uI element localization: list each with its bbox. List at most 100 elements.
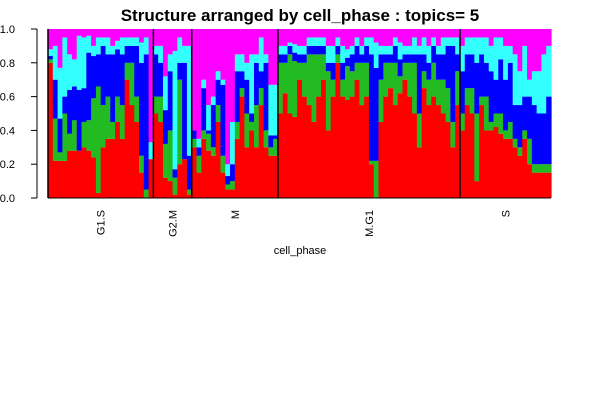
bar-segment-topic-2 bbox=[124, 62, 131, 80]
bar-segment-topic-5 bbox=[416, 29, 423, 46]
bar-segment-topic-5 bbox=[86, 29, 92, 36]
bar-segment-topic-1 bbox=[354, 79, 360, 198]
bar-segment-topic-4 bbox=[426, 45, 432, 63]
bar-segment-topic-1 bbox=[287, 113, 293, 198]
bar-segment-topic-3 bbox=[220, 84, 226, 156]
bar-segment-topic-2 bbox=[431, 62, 437, 97]
bar-segment-topic-3 bbox=[110, 54, 116, 122]
bar-segment-topic-1 bbox=[493, 127, 499, 198]
bar-segment-topic-5 bbox=[450, 29, 456, 38]
bar-segment-topic-1 bbox=[397, 93, 404, 198]
y-axis: 0.0 0.2 0.4 0.6 0.8 1.0 bbox=[0, 24, 38, 205]
bar-segment-topic-5 bbox=[48, 29, 54, 50]
bar-segment-topic-2 bbox=[91, 98, 97, 158]
bar-segment-topic-1 bbox=[253, 147, 260, 198]
bar-segment-topic-2 bbox=[368, 160, 375, 165]
bar-segment-topic-2 bbox=[292, 61, 298, 117]
bar-segment-topic-2 bbox=[134, 96, 140, 122]
bar-segment-topic-1 bbox=[507, 138, 514, 198]
bar-segment-topic-3 bbox=[139, 62, 145, 156]
bar-segment-topic-1 bbox=[527, 164, 533, 198]
bar-segment-topic-5 bbox=[249, 29, 255, 55]
bar-segment-topic-1 bbox=[48, 62, 54, 198]
bar-segment-topic-4 bbox=[325, 45, 332, 63]
bar-segment-topic-2 bbox=[335, 54, 341, 63]
bar-segment-topic-2 bbox=[110, 121, 116, 139]
bar-segment-topic-5 bbox=[277, 29, 284, 46]
bar-segment-topic-5 bbox=[512, 29, 519, 55]
bar-segment-topic-5 bbox=[335, 29, 341, 38]
bar-segment-topic-5 bbox=[287, 29, 293, 43]
bar-segment-topic-3 bbox=[392, 45, 399, 63]
bar-segment-topic-3 bbox=[201, 88, 207, 131]
bar-segment-topic-5 bbox=[383, 29, 389, 46]
bar-segment-topic-5 bbox=[330, 29, 337, 46]
bar-segment-topic-4 bbox=[249, 54, 255, 114]
bar-segment-topic-2 bbox=[392, 62, 399, 106]
bar-segment-topic-2 bbox=[474, 113, 480, 182]
bar-segment-topic-3 bbox=[119, 54, 126, 106]
bar-segment-topic-3 bbox=[464, 54, 471, 89]
bar-segment-topic-3 bbox=[402, 54, 408, 63]
bar-segment-topic-2 bbox=[527, 138, 533, 165]
bar-segment-topic-1 bbox=[316, 96, 322, 198]
bar-segment-topic-3 bbox=[488, 71, 495, 122]
bar-segment-topic-4 bbox=[330, 45, 337, 63]
bar-segment-topic-1 bbox=[110, 138, 116, 198]
bar-segment-topic-3 bbox=[81, 88, 87, 122]
bar-segment-topic-2 bbox=[234, 121, 241, 139]
bar-segment-topic-5 bbox=[493, 29, 499, 38]
bar-segment-topic-2 bbox=[100, 105, 107, 148]
bar-segment-topic-4 bbox=[345, 49, 351, 58]
bar-segment-topic-4 bbox=[100, 37, 107, 46]
bar-segment-topic-1 bbox=[234, 138, 241, 198]
bar-segment-topic-2 bbox=[129, 62, 135, 106]
bar-segment-topic-3 bbox=[426, 62, 432, 80]
bar-segment-topic-5 bbox=[162, 29, 169, 77]
bar-segment-topic-4 bbox=[388, 45, 394, 55]
bar-segment-topic-2 bbox=[325, 71, 332, 131]
bar-segment-topic-2 bbox=[440, 79, 447, 114]
bar-segment-topic-2 bbox=[522, 130, 528, 139]
bar-segment-topic-5 bbox=[316, 29, 322, 38]
bar-segment-topic-5 bbox=[397, 29, 404, 43]
bar-segment-topic-2 bbox=[311, 54, 317, 122]
bar-segment-topic-5 bbox=[527, 29, 533, 80]
bar-segment-topic-5 bbox=[479, 29, 485, 38]
bar-segment-topic-3 bbox=[86, 52, 92, 121]
bar-segment-topic-1 bbox=[124, 79, 131, 198]
bar-segment-topic-4 bbox=[225, 164, 231, 177]
bar-segment-topic-5 bbox=[158, 29, 164, 46]
bar-segment-topic-1 bbox=[172, 194, 178, 198]
bar-segment-topic-4 bbox=[273, 84, 279, 136]
bar-segment-topic-3 bbox=[306, 45, 313, 55]
bar-segment-topic-4 bbox=[531, 71, 538, 106]
bar-segment-topic-4 bbox=[493, 37, 499, 80]
bar-segment-topic-1 bbox=[541, 172, 547, 198]
bar-segment-topic-5 bbox=[52, 29, 59, 46]
bar-segment-topic-4 bbox=[115, 40, 121, 50]
bar-segment-topic-5 bbox=[455, 29, 461, 38]
bar-segment-topic-3 bbox=[67, 89, 73, 134]
bar-segment-topic-1 bbox=[67, 150, 73, 198]
bar-segment-topic-4 bbox=[119, 37, 126, 55]
bar-segment-topic-1 bbox=[416, 147, 423, 198]
bar-segment-topic-3 bbox=[493, 79, 499, 114]
bar-segment-topic-2 bbox=[330, 79, 337, 97]
bar-segment-topic-4 bbox=[469, 37, 475, 55]
bar-segment-topic-3 bbox=[206, 130, 212, 134]
bar-segment-topic-2 bbox=[359, 62, 365, 106]
bar-segment-topic-3 bbox=[115, 49, 121, 97]
bar-segment-topic-1 bbox=[488, 130, 495, 198]
bar-segment-topic-4 bbox=[282, 45, 289, 55]
bar-segment-topic-2 bbox=[349, 71, 356, 97]
bar-segment-topic-2 bbox=[196, 155, 202, 173]
bar-segment-topic-5 bbox=[273, 29, 279, 85]
bar-segment-topic-3 bbox=[91, 56, 97, 99]
bar-segment-topic-1 bbox=[191, 147, 198, 198]
bar-segment-topic-1 bbox=[483, 130, 490, 198]
bar-segment-topic-2 bbox=[268, 147, 274, 156]
bar-segment-topic-3 bbox=[129, 45, 135, 63]
bar-segment-topic-2 bbox=[158, 96, 164, 122]
bar-segment-topic-4 bbox=[177, 37, 183, 63]
